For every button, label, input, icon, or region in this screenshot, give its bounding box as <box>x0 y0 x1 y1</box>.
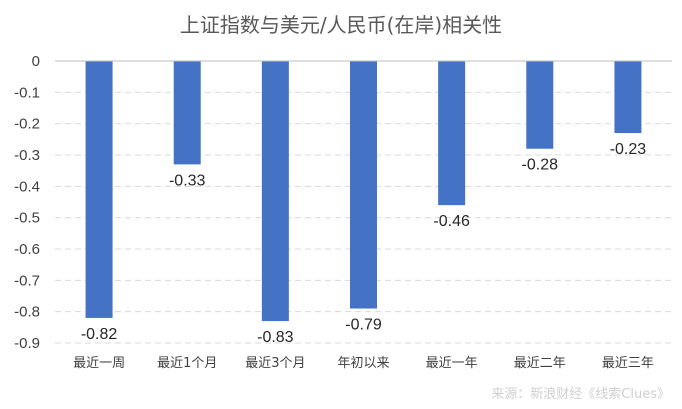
y-tick-label: -0.5 <box>14 210 40 227</box>
y-tick-label: -0.2 <box>14 116 40 133</box>
bar <box>261 61 289 322</box>
bars <box>85 61 642 322</box>
data-label: -0.79 <box>345 317 382 334</box>
data-labels: -0.82 -0.33 -0.83 -0.79 -0.46 -0.28 -0.23 <box>81 141 646 346</box>
bar <box>438 61 466 206</box>
bar <box>526 61 554 149</box>
x-axis-categories: 最近一周 最近1个月 最近3个月 年初以来 最近一年 最近二年 最近三年 <box>73 356 654 371</box>
y-tick-label: -0.1 <box>14 84 40 101</box>
x-category-label: 年初以来 <box>337 356 389 371</box>
y-tick-label: 0 <box>32 53 40 70</box>
x-category-label: 最近1个月 <box>157 356 217 371</box>
bar <box>350 61 377 309</box>
data-label: -0.23 <box>610 141 647 158</box>
y-tick-label: -0.6 <box>14 241 40 258</box>
data-label: -0.33 <box>169 172 206 189</box>
y-tick-label: -0.4 <box>14 178 40 195</box>
x-category-label: 最近3个月 <box>245 356 305 371</box>
data-label: -0.46 <box>433 213 470 230</box>
y-tick-label: -0.8 <box>14 304 40 321</box>
source-note: 来源：新浪财经《线索Clues》 <box>491 386 670 402</box>
data-label: -0.28 <box>522 157 559 174</box>
y-tick-label: -0.3 <box>14 147 40 164</box>
gridlines <box>55 91 672 344</box>
x-category-label: 最近三年 <box>602 356 654 371</box>
bar <box>85 61 113 318</box>
y-tick-label: -0.9 <box>14 335 40 352</box>
x-category-label: 最近一年 <box>426 356 478 371</box>
x-category-label: 最近一周 <box>73 356 125 371</box>
data-label: -0.83 <box>257 329 294 346</box>
data-label: -0.82 <box>81 326 118 343</box>
y-tick-label: -0.7 <box>14 272 40 289</box>
y-axis-ticks: 0 -0.1 -0.2 -0.3 -0.4 -0.5 -0.6 -0.7 -0.8 -0.9 <box>14 53 40 352</box>
bar <box>173 61 201 165</box>
x-category-label: 最近二年 <box>514 356 566 371</box>
bar <box>614 61 642 134</box>
chart-title: 上证指数与美元/人民币(在岸)相关性 <box>180 13 502 37</box>
